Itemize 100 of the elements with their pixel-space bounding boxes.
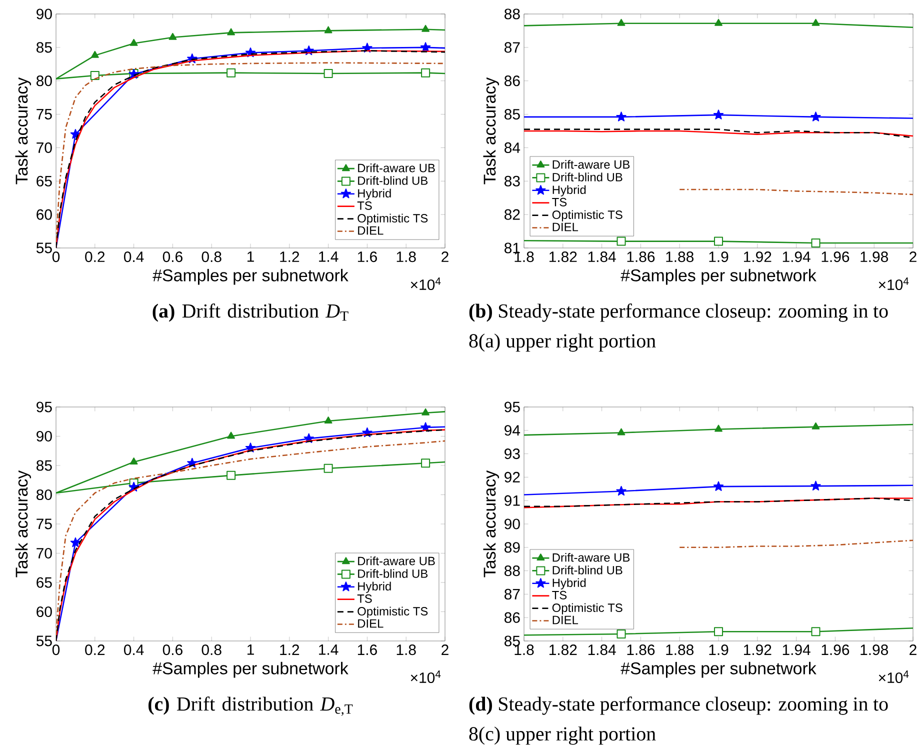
- y-tick-label: 70: [36, 142, 52, 153]
- y-tick-label: 60: [36, 209, 52, 220]
- x-tick-label: 1.88: [666, 252, 694, 262]
- legend-label: Optimistic TS: [552, 210, 622, 222]
- legend-label: DIEL: [552, 222, 578, 232]
- x-tick-label: 0.2: [85, 644, 105, 656]
- x-tick-label: 0.8: [202, 252, 222, 262]
- x-tick-label: 0.4: [124, 252, 144, 262]
- x-tick-label: 2: [442, 644, 448, 655]
- x-axis-title: #Samples per subnetwork: [620, 268, 816, 285]
- y-tick-label: 85: [36, 42, 52, 53]
- y-tick-label: 93: [504, 448, 520, 460]
- y-tick-label: 88: [504, 8, 520, 20]
- point: [616, 236, 626, 246]
- x-tick-label: 1.86: [627, 252, 655, 262]
- x-tick-label: 1.96: [822, 252, 850, 262]
- y-tick-label: 87: [504, 42, 520, 53]
- point: [227, 432, 236, 439]
- point: [90, 50, 99, 58]
- y-tick-label: 65: [36, 176, 52, 186]
- legend-label: TS: [552, 590, 567, 600]
- legend-label: Drift-blind UB: [552, 172, 622, 182]
- point: [324, 26, 332, 34]
- y-tick-label: 81: [504, 242, 520, 254]
- point: [168, 32, 177, 40]
- point: [713, 481, 724, 491]
- point: [324, 68, 333, 78]
- y-tick-label: 85: [504, 636, 520, 646]
- y-axis-title: Task accuracy: [15, 470, 32, 578]
- x-tick-label: 1.6: [358, 644, 377, 656]
- point: [324, 416, 332, 424]
- legend-label: Drift-blind UB: [358, 176, 428, 185]
- x-tick-label: 1.2: [280, 644, 300, 655]
- legend-label: Drift-blind UB: [552, 566, 622, 574]
- y-tick-label: 80: [36, 76, 52, 86]
- x-tick-label: 0.6: [162, 644, 182, 656]
- y-tick-label: 95: [36, 402, 52, 412]
- y-tick-label: 89: [504, 542, 520, 553]
- legend-label: Drift-aware UB: [358, 163, 435, 172]
- point: [324, 464, 333, 473]
- legend-label: Hybrid: [358, 188, 391, 200]
- x-tick-label: 1.92: [744, 644, 772, 656]
- y-tick-label: 85: [504, 108, 520, 120]
- point: [421, 68, 430, 78]
- y-tick-label: 80: [36, 489, 52, 500]
- point: [714, 627, 724, 636]
- legend-label: Hybrid: [358, 582, 391, 593]
- point: [811, 627, 820, 636]
- legend-label: TS: [357, 594, 372, 603]
- x-tick-label: 1.86: [627, 644, 655, 656]
- y-tick-label: 90: [36, 430, 52, 442]
- point: [714, 424, 722, 432]
- legend-label: DIEL: [358, 619, 384, 628]
- x-tick-label: 1.4: [319, 252, 338, 262]
- legend-label: TS: [357, 201, 372, 210]
- x-tick-label: 0.2: [85, 252, 105, 262]
- point: [227, 28, 236, 36]
- y-tick-label: 70: [36, 548, 52, 559]
- x-tick-label: 1.98: [860, 252, 888, 262]
- x-tick-label: 0: [52, 644, 60, 656]
- legend-label: TS: [552, 198, 567, 206]
- point: [811, 238, 820, 248]
- point: [812, 422, 820, 430]
- y-tick-label: 60: [36, 606, 52, 618]
- y-axis-title: Task accuracy: [483, 470, 500, 578]
- x-tick-label: 1.9: [709, 644, 728, 656]
- point: [226, 68, 236, 78]
- y-tick-label: 92: [504, 472, 520, 482]
- point: [420, 42, 431, 52]
- x-tick-label: 1.8: [396, 252, 416, 262]
- line-series: [678, 540, 914, 548]
- y-axis-title: Task accuracy: [483, 77, 500, 184]
- point: [810, 480, 821, 490]
- x-axis-title: #Samples per subnetwork: [152, 268, 348, 285]
- y-tick-label: 87: [504, 588, 520, 600]
- x-tick-label: 0.8: [202, 644, 222, 656]
- legend-label: Drift-aware UB: [358, 556, 435, 566]
- x-tick-label: 1.94: [782, 252, 810, 262]
- point: [226, 470, 236, 480]
- x-tick-label: 1.8: [514, 644, 534, 656]
- x-axis-title: #Samples per subnetwork: [620, 662, 816, 678]
- text: ×10$^{4}$: [410, 278, 441, 290]
- x-tick-label: 1: [247, 644, 254, 655]
- legend-label: DIEL: [552, 616, 578, 624]
- x-tick-label: 1.82: [550, 252, 577, 262]
- y-tick-label: 94: [504, 425, 520, 436]
- text: ×10$^{4}$: [410, 670, 441, 684]
- x-tick-label: 0.4: [124, 644, 144, 656]
- x-tick-label: 1.2: [280, 252, 300, 262]
- legend-label: Drift-aware UB: [552, 160, 630, 169]
- x-tick-label: 2: [910, 252, 916, 262]
- legend-label: Hybrid: [552, 578, 586, 590]
- point: [617, 428, 626, 436]
- legend-label: Drift-blind UB: [358, 569, 428, 578]
- point: [616, 486, 626, 496]
- point: [714, 18, 722, 26]
- text: (b) Steady-state performance closeup: zooming in to 8(a) upper right portion: [469, 304, 888, 352]
- y-tick-label: 91: [504, 495, 520, 506]
- x-tick-label: 1.94: [782, 644, 810, 656]
- x-tick-label: 1.98: [860, 644, 888, 656]
